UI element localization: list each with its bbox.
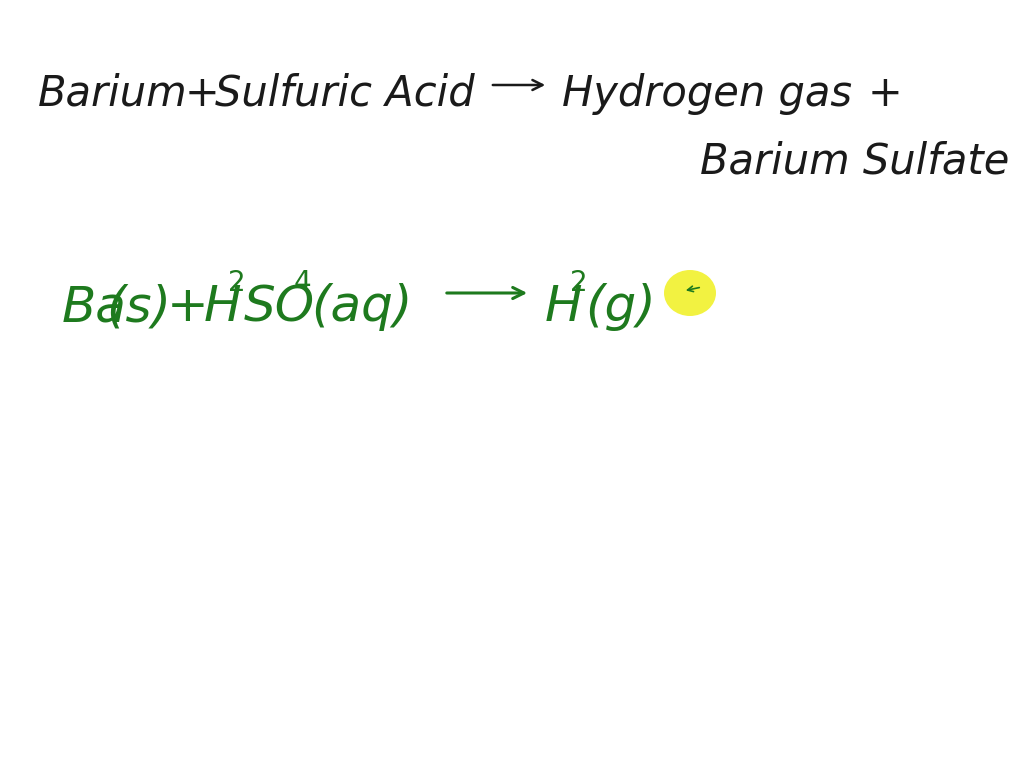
Text: +: + [185,73,220,115]
Ellipse shape [664,270,716,316]
Text: (g): (g) [585,283,655,331]
Text: Ba: Ba [62,283,127,331]
Text: 2: 2 [228,269,246,297]
Text: Hydrogen gas: Hydrogen gas [562,73,852,115]
Text: Sulfuric Acid: Sulfuric Acid [215,73,475,115]
Text: (s): (s) [106,283,171,331]
Text: (aq): (aq) [311,283,413,331]
Text: H: H [204,283,242,331]
Text: Barium: Barium [38,73,187,115]
Text: SO: SO [244,283,315,331]
Text: Barium Sulfate: Barium Sulfate [700,140,1010,182]
Text: H: H [545,283,583,331]
Text: 2: 2 [570,269,588,297]
Text: +: + [868,73,903,115]
Text: +: + [167,283,209,331]
Text: 4: 4 [294,269,311,297]
